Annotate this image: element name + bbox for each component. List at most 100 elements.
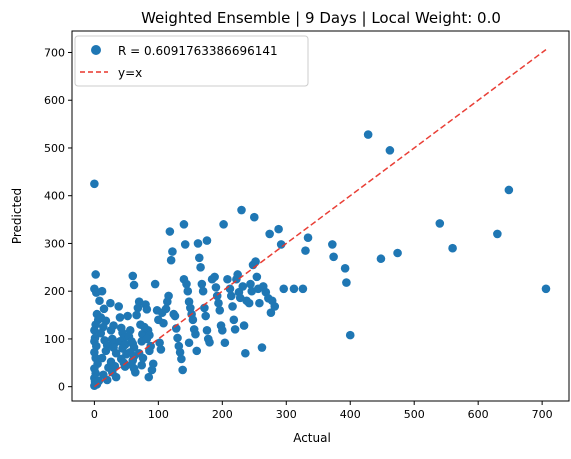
data-point-133: [202, 326, 212, 335]
data-point-184: [301, 246, 310, 255]
data-point-148: [225, 284, 235, 294]
data-point-37: [106, 326, 116, 335]
data-point-131: [200, 303, 209, 313]
x-axis-ticks: 0 100 200 300 400 500 600 700: [91, 401, 553, 421]
data-point-123: [191, 329, 200, 339]
data-point-181: [279, 284, 289, 294]
plot-area: [90, 49, 551, 391]
data-point-82: [142, 305, 152, 314]
data-point-198: [504, 185, 514, 195]
data-point-41: [111, 348, 121, 358]
data-point-128: [196, 263, 205, 272]
data-point-111: [177, 354, 186, 364]
data-point-4: [95, 296, 104, 306]
data-point-158: [238, 282, 248, 291]
data-point-182: [289, 284, 299, 294]
x-axis-label: Actual: [293, 431, 331, 445]
data-point-108: [173, 333, 182, 343]
x-tick-label-1: 100: [148, 408, 169, 421]
data-point-45: [111, 372, 121, 382]
data-point-58: [123, 311, 132, 321]
data-point-8: [90, 326, 99, 335]
data-point-186: [328, 240, 337, 249]
data-point-112: [178, 365, 187, 375]
data-point-185: [303, 233, 313, 243]
data-point-80: [137, 360, 147, 370]
data-point-144: [218, 326, 227, 335]
data-point-147: [223, 274, 232, 284]
data-point-175: [265, 229, 274, 239]
data-point-176: [266, 308, 276, 317]
data-point-95: [155, 338, 164, 348]
data-points-layer: [90, 130, 551, 391]
data-point-156: [235, 293, 245, 303]
data-point-101: [164, 291, 173, 301]
data-point-30: [101, 346, 111, 356]
data-point-69: [131, 368, 140, 377]
reference-line-layer: [93, 49, 547, 388]
data-point-179: [274, 224, 283, 234]
data-point-31: [97, 353, 107, 363]
data-point-132: [201, 311, 210, 321]
y-tick-label-0: 0: [58, 381, 65, 394]
data-point-171: [257, 343, 267, 352]
data-point-145: [220, 338, 230, 348]
legend-box: [74, 35, 309, 87]
data-point-190: [345, 330, 355, 340]
chart-title: Weighted Ensemble | 9 Days | Local Weigh…: [141, 9, 501, 27]
data-point-197: [493, 229, 502, 239]
y-tick-label-6: 600: [44, 94, 65, 107]
data-point-27: [96, 328, 106, 338]
data-point-117: [183, 286, 193, 296]
data-point-113: [179, 220, 189, 229]
data-point-21: [94, 376, 104, 386]
data-point-23: [99, 304, 109, 314]
data-point-130: [198, 286, 208, 296]
data-point-127: [194, 253, 204, 263]
data-point-35: [106, 298, 115, 308]
data-point-70: [128, 271, 138, 281]
data-point-116: [182, 279, 191, 289]
data-point-162: [244, 298, 254, 308]
data-point-104: [168, 247, 177, 256]
data-point-141: [214, 298, 223, 308]
data-point-47: [115, 313, 125, 322]
data-point-110: [175, 348, 185, 357]
x-tick-label-6: 600: [468, 408, 489, 421]
data-point-91: [139, 322, 149, 332]
data-point-194: [393, 248, 402, 258]
data-point-96: [156, 345, 166, 354]
data-point-160: [241, 348, 250, 358]
data-point-146: [219, 220, 228, 229]
data-point-73: [133, 303, 143, 313]
data-point-192: [376, 254, 386, 264]
data-point-0: [90, 179, 99, 189]
y-tick-label-5: 500: [44, 142, 65, 155]
data-point-124: [192, 346, 202, 356]
data-point-199: [541, 284, 551, 294]
data-point-97: [159, 318, 168, 328]
x-tick-label-0: 0: [91, 408, 98, 421]
data-point-89: [144, 372, 154, 382]
data-point-88: [147, 365, 157, 375]
data-point-183: [298, 284, 308, 294]
data-point-114: [180, 240, 190, 249]
data-point-152: [230, 325, 240, 334]
data-point-188: [340, 263, 350, 273]
data-point-191: [363, 130, 373, 139]
y-tick-label-2: 200: [44, 285, 65, 298]
data-point-149: [226, 291, 236, 301]
data-point-126: [193, 239, 203, 248]
data-point-46: [114, 302, 123, 311]
data-point-90: [142, 334, 152, 344]
data-point-166: [249, 212, 259, 222]
axes-frame: [71, 30, 570, 402]
data-point-163: [246, 279, 255, 289]
data-point-106: [170, 311, 180, 321]
data-point-139: [211, 283, 221, 292]
data-point-178: [270, 302, 280, 311]
data-point-22: [97, 286, 107, 296]
data-point-142: [215, 305, 225, 315]
